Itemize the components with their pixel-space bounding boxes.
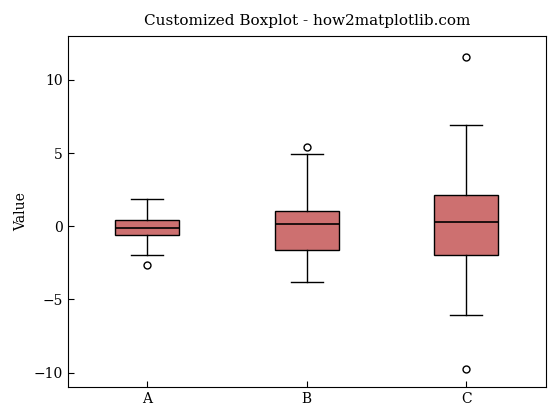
PathPatch shape xyxy=(115,220,179,235)
PathPatch shape xyxy=(275,210,339,250)
PathPatch shape xyxy=(435,195,498,255)
Y-axis label: Value: Value xyxy=(14,192,28,231)
Title: Customized Boxplot - how2matplotlib.com: Customized Boxplot - how2matplotlib.com xyxy=(144,14,470,28)
